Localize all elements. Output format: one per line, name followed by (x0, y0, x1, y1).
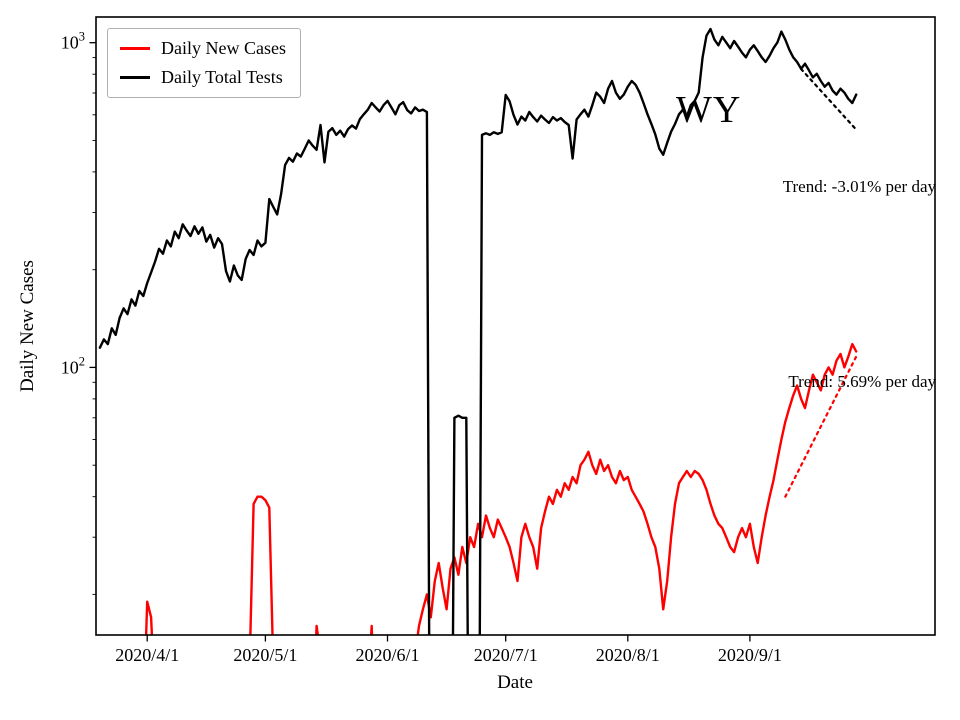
x-tick-label: 2020/5/1 (233, 645, 297, 665)
black-line-swatch-icon (120, 76, 150, 79)
series-line (98, 27, 858, 635)
x-axis-label: Date (497, 672, 533, 693)
y-tick-label: 103 (61, 30, 85, 53)
legend-label-daily-total-tests: Daily Total Tests (161, 67, 283, 87)
plot-border (95, 16, 936, 636)
legend-label-daily-new-cases: Daily New Cases (161, 38, 286, 58)
legend-item-daily-total-tests: Daily Total Tests (120, 67, 286, 88)
series-line (144, 342, 858, 635)
trend-annotation-cases: Trend: 5.69% per day (788, 372, 936, 391)
x-tick-label: 2020/8/1 (596, 645, 660, 665)
red-line-swatch-icon (120, 47, 150, 50)
legend-item-daily-new-cases: Daily New Cases (120, 38, 286, 59)
legend: Daily New Cases Daily Total Tests (107, 28, 301, 98)
x-tick-label: 2020/9/1 (718, 645, 782, 665)
trend-annotation-tests: Trend: -3.01% per day (782, 177, 936, 196)
state-label: WY (676, 89, 742, 131)
y-axis-label: Daily New Cases (17, 260, 38, 392)
x-tick-label: 2020/4/1 (115, 645, 179, 665)
x-tick-label: 2020/7/1 (474, 645, 538, 665)
y-tick-label: 102 (61, 354, 85, 377)
x-tick-label: 2020/6/1 (355, 645, 419, 665)
trend-line (784, 355, 858, 498)
trend-line (800, 67, 858, 131)
